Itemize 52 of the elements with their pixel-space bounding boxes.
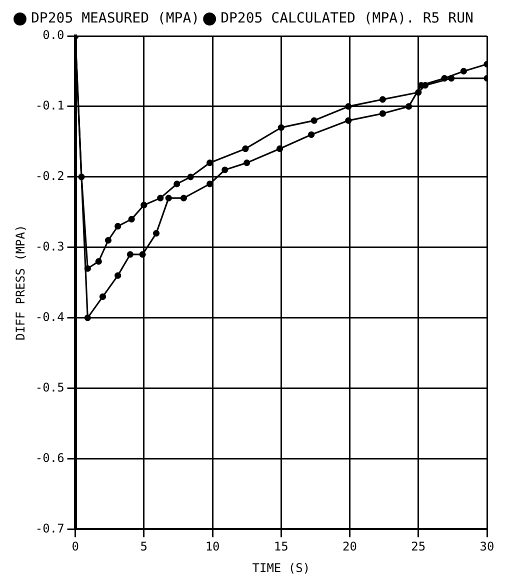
point: [345, 103, 352, 110]
point: [405, 103, 412, 110]
point: [128, 216, 135, 222]
y-tick-label: -0.6: [35, 450, 64, 465]
y-tick-label: 0.0: [42, 28, 64, 42]
point: [244, 160, 250, 166]
y-tick-label: -0.1: [35, 98, 64, 113]
point: [157, 194, 164, 202]
y-tick-label: -0.2: [35, 169, 64, 184]
x-tick-label: 20: [342, 540, 357, 554]
point: [448, 74, 455, 82]
point: [114, 272, 122, 279]
point: [308, 131, 315, 138]
point: [139, 251, 146, 258]
point: [99, 293, 106, 300]
x-tick-label: 25: [411, 540, 426, 554]
x-tick-label: 5: [140, 540, 148, 554]
point: [78, 174, 85, 180]
point: [379, 110, 386, 117]
x-axis-title: TIME (S): [252, 560, 310, 575]
point: [165, 194, 172, 202]
point: [84, 265, 91, 272]
point: [222, 166, 228, 174]
point: [379, 96, 386, 103]
point: [114, 222, 122, 230]
x-tick-label: 15: [274, 540, 288, 554]
point: [95, 258, 102, 265]
legend-label: DP205 MEASURED (MPA): [31, 10, 200, 27]
point: [460, 68, 467, 75]
point: [180, 194, 188, 202]
y-tick-label: -0.5: [35, 380, 64, 394]
point: [126, 251, 134, 258]
legend-label: DP205 CALCULATED (MPA). R5 RUN: [220, 10, 474, 27]
y-tick-label: -0.7: [35, 521, 64, 536]
point: [140, 202, 148, 208]
y-axis-title: DIFF PRESS (MPA): [13, 224, 28, 340]
point: [152, 230, 160, 237]
x-tick-label: 0: [72, 540, 79, 554]
point: [345, 117, 352, 124]
x-tick-label: 30: [480, 540, 494, 554]
y-tick-label: -0.3: [35, 239, 64, 254]
point: [278, 124, 284, 131]
point: [187, 174, 194, 180]
point: [174, 180, 180, 188]
point: [242, 145, 249, 152]
point: [104, 237, 112, 244]
point: [310, 117, 318, 124]
point: [415, 89, 422, 96]
point: [276, 145, 284, 152]
point: [84, 314, 91, 322]
y-tick-label: -0.4: [35, 310, 64, 324]
x-tick-label: 10: [205, 540, 220, 554]
